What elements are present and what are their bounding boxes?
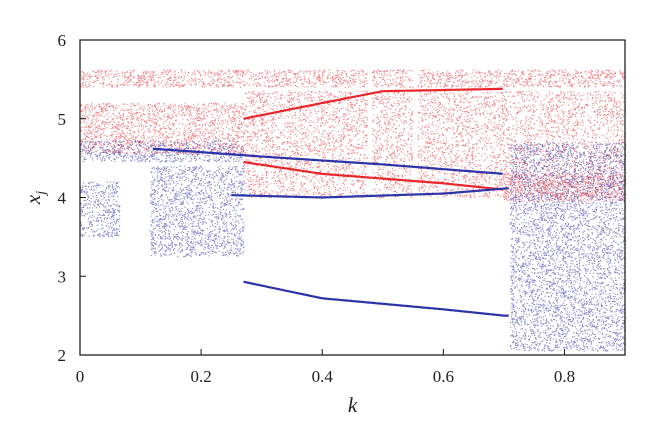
x-tick-label: 0.8 bbox=[554, 367, 575, 386]
y-tick-label: 4 bbox=[58, 189, 67, 208]
axis-ticks: 0 0.2 0.4 0.6 0.8 2 3 4 5 6 bbox=[58, 31, 576, 386]
y-axis-label-subscript: j bbox=[34, 191, 49, 197]
x-tick-label: 0.4 bbox=[312, 367, 334, 386]
scatter-points-layer bbox=[80, 69, 627, 352]
y-tick-label: 2 bbox=[58, 346, 67, 365]
series-2-lower-line bbox=[243, 280, 509, 317]
y-axis-label: xj bbox=[21, 191, 49, 205]
series-2-middle-line bbox=[231, 187, 509, 199]
x-tick-label: 0.6 bbox=[433, 367, 454, 386]
series-2-upper-line bbox=[152, 147, 503, 175]
x-axis-label: k bbox=[348, 393, 358, 417]
x-tick-label: 0.2 bbox=[190, 367, 211, 386]
y-tick-label: 6 bbox=[58, 31, 67, 50]
y-tick-label: 3 bbox=[58, 267, 67, 286]
y-axis-label-main: x bbox=[21, 194, 45, 205]
x-tick-label: 0 bbox=[76, 367, 85, 386]
series-1-lower-branch-edge bbox=[243, 161, 503, 191]
y-tick-label: 5 bbox=[58, 110, 67, 129]
series-1-upper-branch-edge bbox=[243, 87, 503, 120]
